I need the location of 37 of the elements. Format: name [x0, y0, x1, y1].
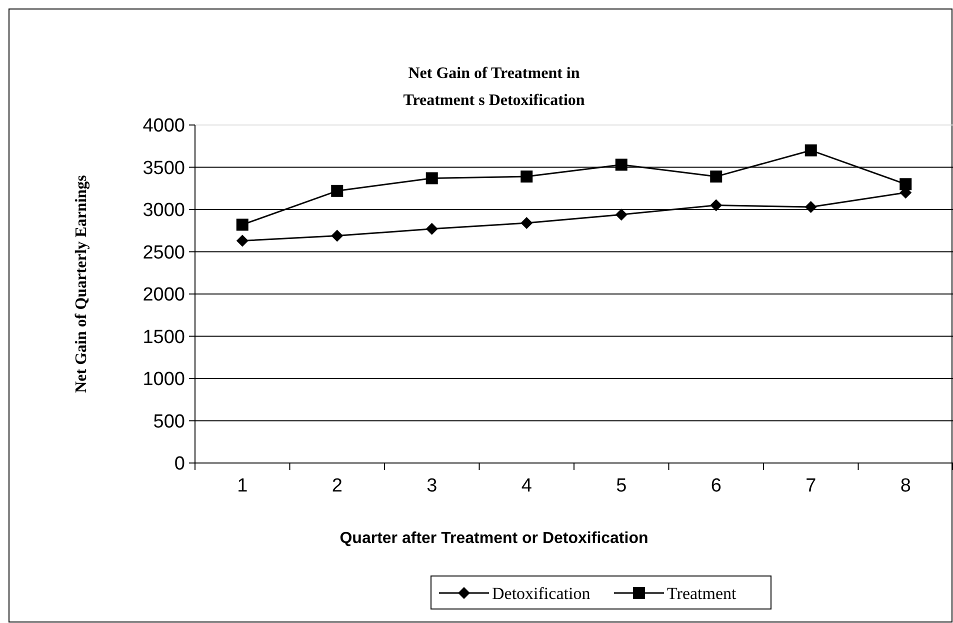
point — [900, 178, 912, 190]
x-tick-label: 6 — [710, 476, 722, 497]
point — [426, 222, 438, 235]
point — [710, 199, 722, 212]
y-tick-label: 3000 — [142, 200, 185, 222]
point — [615, 208, 628, 221]
point — [236, 218, 248, 231]
point — [710, 170, 722, 183]
y-tick-label: 4000 — [142, 116, 185, 137]
legend-label: Treatment — [667, 584, 737, 603]
y-tick-label: 500 — [153, 411, 185, 432]
legend-label: Detoxification — [492, 584, 591, 603]
x-tick-label: 2 — [332, 476, 342, 497]
point — [331, 184, 344, 197]
y-tick-label: 3500 — [142, 158, 185, 179]
x-tick-label: 3 — [426, 476, 438, 497]
x-tick-label: 8 — [900, 476, 911, 497]
point — [426, 172, 438, 184]
point — [804, 200, 817, 213]
y-axis-title: Net Gain of Quarterly Earnings — [73, 175, 90, 393]
point — [331, 230, 344, 242]
x-axis-title: Quarter after Treatment or Detoxification — [340, 530, 648, 547]
point — [520, 170, 533, 183]
point — [236, 234, 248, 247]
x-tick-label: 5 — [616, 476, 627, 497]
x-tick-label: 7 — [806, 476, 816, 497]
y-tick-label: 2000 — [142, 284, 185, 306]
chart-title: Net Gain of Treatment in Treatment s Detoxification — [403, 65, 585, 109]
x-tick-label: 4 — [521, 476, 532, 497]
y-tick-label: 1500 — [142, 326, 185, 348]
y-tick-label: 1000 — [142, 369, 185, 390]
point — [520, 217, 533, 230]
x-tick-label: 1 — [237, 476, 248, 497]
point — [615, 158, 628, 171]
point — [804, 144, 817, 156]
y-tick-label: 2500 — [142, 242, 185, 264]
y-tick-label: 0 — [174, 454, 185, 475]
